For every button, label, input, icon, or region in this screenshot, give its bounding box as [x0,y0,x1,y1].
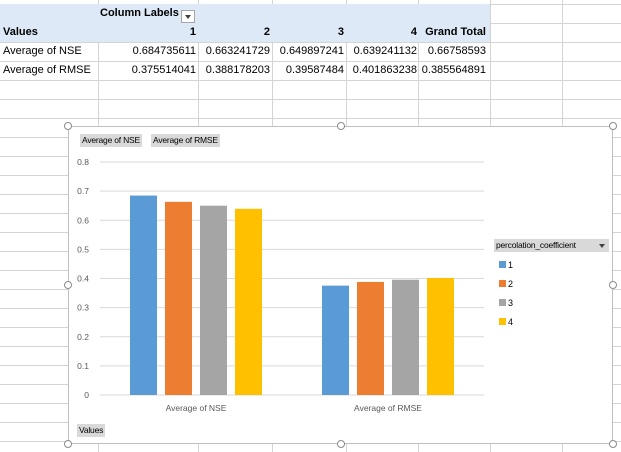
row-label: Average of NSE [3,45,82,57]
table-cell[interactable]: 0.385564891 [421,64,486,76]
table-cell[interactable]: 0.649897241 [279,45,344,57]
column-header-1: 1 [189,26,196,38]
y-tick-label: 0.4 [77,274,89,284]
resize-handle-bottom[interactable] [337,440,345,448]
legend-label: 1 [508,260,514,270]
bar-series-2[interactable] [357,281,384,395]
resize-handle-top[interactable] [337,122,345,130]
y-tick-label: 0.7 [77,186,89,196]
values-header: Values [3,26,38,38]
bar-series-3[interactable] [200,205,227,395]
y-tick-label: 0.8 [77,157,89,167]
table-cell[interactable]: 0.375514041 [131,64,196,76]
legend-swatch [499,299,506,306]
y-tick-label: 0.2 [77,332,89,342]
bar-series-1[interactable] [130,195,157,395]
column-header-4: 4 [410,26,417,38]
resize-handle-bottom-right[interactable] [609,440,617,448]
row-label: Average of RMSE [3,64,91,76]
y-tick-label: 0.3 [77,303,89,313]
legend-swatch [499,318,506,325]
x-category-label: Average of NSE [166,403,227,413]
pivot-header-row: Values 1 2 3 4 Grand Total [0,23,490,42]
x-category-label: Average of RMSE [354,403,422,413]
legend-label: 2 [508,279,514,289]
y-tick-label: 0.5 [77,244,89,254]
field-button-average-nse[interactable]: Average of NSE [80,134,142,147]
column-labels-header: Column Labels [100,7,179,19]
bar-series-4[interactable] [235,208,262,395]
table-cell[interactable]: 0.401863238 [352,64,417,76]
resize-handle-top-left[interactable] [64,122,72,130]
y-tick-label: 0.1 [77,361,89,371]
column-header-grand-total: Grand Total [425,26,486,38]
y-tick-label: 0 [84,390,89,400]
pivot-row-rmse[interactable]: Average of RMSE 0.375514041 0.388178203 … [0,61,490,80]
bar-series-3[interactable] [392,279,419,395]
column-header-3: 3 [337,26,344,38]
bar-series-1[interactable] [322,285,349,395]
chevron-down-icon [599,244,605,248]
table-cell[interactable]: 0.39587484 [285,64,344,76]
resize-handle-bottom-left[interactable] [64,440,72,448]
table-cell[interactable]: 0.66758593 [427,45,486,57]
bar-series-2[interactable] [165,201,192,395]
chart-plot-area: 0 0.1 0.2 0.3 0.4 0.5 0.6 0.7 0.8 Average of NSE… [77,157,484,413]
legend-swatch [499,261,506,268]
legend-swatch [499,280,506,287]
field-button-average-rmse[interactable]: Average of RMSE [151,134,220,147]
y-tick-label: 0.6 [77,215,89,225]
table-cell[interactable]: 0.639241132 [353,45,417,57]
axis-field-button-values[interactable]: Values [77,424,106,437]
table-cell[interactable]: 0.663241729 [205,45,270,57]
legend-label: 3 [508,298,514,308]
resize-handle-left[interactable] [64,281,72,289]
column-labels-filter-dropdown[interactable] [181,10,195,23]
pivot-row-nse[interactable]: Average of NSE 0.684735611 0.663241729 0… [0,42,490,61]
pivot-chart[interactable]: Average of NSE Average of RMSE 0 0.1 0.2 0.… [64,122,617,448]
resize-handle-right[interactable] [609,281,617,289]
table-cell[interactable]: 0.388178203 [205,64,270,76]
pivot-column-labels-row: Column Labels [0,4,490,23]
column-header-2: 2 [263,26,270,38]
chart-legend: percolation_coefficient 1 2 3 4 [494,239,609,349]
bar-series-4[interactable] [427,277,454,395]
table-cell[interactable]: 0.684735611 [132,45,196,57]
legend-field-button[interactable]: percolation_coefficient [494,239,609,252]
legend-title: percolation_coefficient [496,240,576,250]
resize-handle-top-right[interactable] [609,122,617,130]
legend-label: 4 [508,317,514,327]
